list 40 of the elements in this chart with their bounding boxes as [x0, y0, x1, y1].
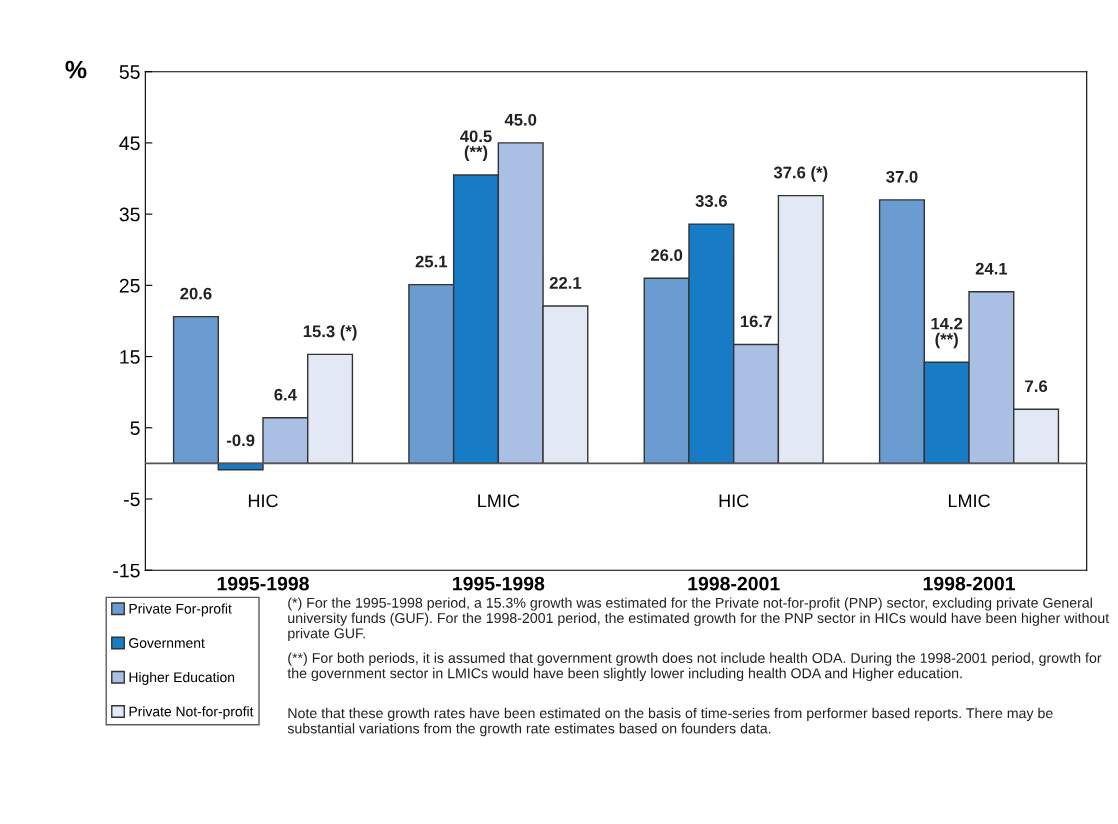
x-tick-label: LMIC [478, 494, 520, 508]
data-label: 25.1 [415, 255, 448, 268]
text: 1995-1998 [453, 576, 545, 591]
text: 1998-2001 [923, 576, 1015, 591]
text: 1998-2001 [688, 576, 780, 591]
y-axis-title: % [65, 60, 87, 79]
y-tick-label: 55 [119, 65, 140, 79]
y-tick-label: 15 [120, 350, 140, 364]
data-label: 16.7 [740, 315, 772, 328]
y-tick-label: -5 [124, 492, 140, 507]
data-label: -0.9 [226, 434, 255, 447]
data-label: 45.0 [504, 113, 537, 126]
legend-label: Higher Education [129, 671, 235, 685]
data-label: 22.1 [549, 277, 582, 289]
text: Note that these growth rates have been estimated on the basis of time-series from performer based reports. There may be substantial variations from the growth rate estimates based on founders data. [287, 707, 1053, 737]
data-label: 20.6 [180, 287, 212, 300]
legend-label: Private For-profit [129, 603, 232, 617]
data-label: 40.5 (**) [460, 130, 492, 162]
x-tick-label: HIC [719, 494, 749, 508]
y-tick-label: 35 [119, 207, 140, 222]
y-tick-label: 5 [130, 421, 140, 436]
data-label: 33.6 [695, 195, 727, 207]
x-tick-label: LMIC [948, 494, 990, 508]
data-label: 14.2 (**) [931, 317, 963, 349]
data-label: 37.6 (*) [773, 166, 828, 182]
text: 1995-1998 [217, 576, 309, 591]
x-tick-label: HIC [248, 494, 278, 508]
data-label: 24.1 [975, 262, 1008, 275]
data-label: 37.0 [886, 170, 918, 183]
data-label: 6.4 [274, 388, 297, 401]
y-tick-label: 25 [119, 278, 140, 293]
text: (**) For both periods, it is assumed that government growth does not include health ODA. During the 1998-2001 period, growth for the government sector in LMICs would have been slightly lower including health ODA and Higher education. [287, 652, 1102, 682]
data-label: 7.6 [1025, 380, 1048, 393]
legend-label: Private Not-for-profit [129, 706, 254, 720]
y-tick-label: 45 [119, 136, 140, 151]
data-label: 26.0 [650, 249, 683, 262]
y-tick-label: -15 [113, 563, 140, 578]
legend-label: Government [129, 638, 205, 648]
text: (*) For the 1995-1998 period, a 15.3% growth was estimated for the Private not-for-profit (PNP) sector, excluding private General university funds (GUF). For the 1998-2001 period, the estimated growth for the PNP sector in HICs would have been higher without private GUF. [288, 597, 1110, 642]
data-label: 15.3 (*) [303, 324, 357, 341]
